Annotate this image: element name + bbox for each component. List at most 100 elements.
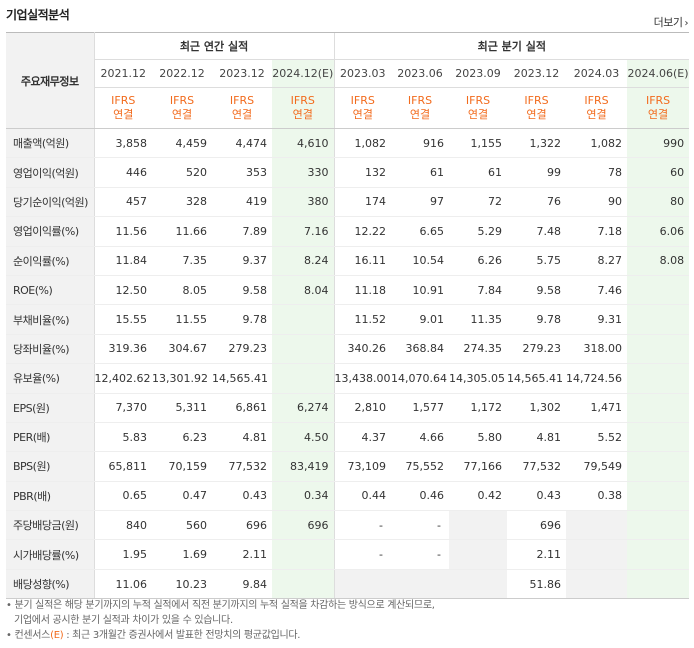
table-cell: 11.52 — [333, 304, 392, 335]
basis-scope: 연결 — [647, 108, 669, 121]
table-cell: 5.75 — [507, 246, 567, 276]
table-cell: 70,159 — [152, 451, 212, 482]
table-cell — [627, 304, 690, 335]
table-row: PBR(배) 0.65 0.47 0.43 0.34 0.44 0.46 0.42 0.43 0.… — [6, 481, 690, 512]
table-cell — [627, 569, 690, 600]
table-row: ROE(%) 12.50 8.05 9.58 8.04 11.18 10.91 7.84 9.5… — [6, 275, 690, 306]
table-cell: 696 — [272, 510, 335, 541]
basis-header: IFRS 연결 — [94, 87, 152, 129]
table-cell: 279.23 — [507, 334, 567, 365]
row-label: 시가배당률(%) — [6, 539, 95, 570]
table-cell: 990 — [627, 128, 690, 159]
footnote-2-e: (E) — [50, 630, 64, 641]
table-cell: 8.08 — [627, 246, 690, 276]
table-cell: 1,082 — [333, 128, 392, 159]
table-cell: 6.26 — [449, 246, 508, 276]
more-link[interactable]: 더보기 › — [654, 14, 689, 30]
table-cell: 11.55 — [152, 304, 212, 335]
table-cell: 0.65 — [94, 481, 152, 512]
row-label: 영업이익(억원) — [6, 157, 95, 188]
table-cell: 7,370 — [94, 392, 152, 423]
table-cell — [449, 569, 508, 600]
table-cell — [627, 334, 690, 365]
table-cell: 9.78 — [212, 304, 272, 335]
table-cell: 6.65 — [391, 216, 450, 247]
table-cell — [333, 569, 392, 600]
table-cell: 4.81 — [212, 422, 272, 453]
table-cell: 1,577 — [391, 392, 450, 423]
table-cell: - — [333, 539, 392, 570]
basis-standard: IFRS — [111, 94, 136, 107]
table-cell: 80 — [627, 187, 690, 218]
basis-header: IFRS 연결 — [391, 87, 450, 129]
basis-header: IFRS 연결 — [449, 87, 508, 129]
table-cell: 14,070.64 — [391, 363, 450, 394]
period-header: 2024.03 — [566, 59, 628, 88]
table-row: 영업이익(억원) 446 520 353 330 132 61 61 99 78 60 — [6, 157, 690, 188]
row-label: PER(배) — [6, 422, 95, 453]
row-label: 당기순이익(억원) — [6, 187, 95, 218]
footnote-2-prefix: 컨센서스 — [14, 630, 51, 641]
table-cell: - — [391, 539, 450, 570]
table-cell: 0.43 — [212, 481, 272, 512]
table-cell: 0.46 — [391, 481, 450, 512]
table-cell: 7.46 — [566, 275, 628, 306]
basis-scope: 연결 — [409, 108, 431, 121]
table-cell: 14,305.05 — [449, 363, 508, 394]
table-row: 시가배당률(%) 1.95 1.69 2.11- -2.11 — [6, 539, 690, 570]
table-cell: 72 — [449, 187, 508, 218]
table-cell: 11.56 — [94, 216, 152, 247]
table-cell: 368.84 — [391, 334, 450, 365]
table-cell: 330 — [272, 157, 335, 188]
table-cell: 5.83 — [94, 422, 152, 453]
table-cell: 7.18 — [566, 216, 628, 247]
table-row: 부채비율(%) 15.55 11.55 9.78 11.52 9.01 11.35 9.78 9… — [6, 304, 690, 335]
table-cell: 1,172 — [449, 392, 508, 423]
basis-header: IFRS 연결 — [507, 87, 567, 129]
table-cell: 5.80 — [449, 422, 508, 453]
table-cell: 12.22 — [333, 216, 392, 247]
basis-standard: IFRS — [465, 94, 491, 107]
row-label: 부채비율(%) — [6, 304, 95, 335]
table-cell: 9.58 — [212, 275, 272, 306]
table-row: PER(배) 5.83 6.23 4.81 4.50 4.37 4.66 5.80 4.81 5.… — [6, 422, 690, 453]
table-row: 주당배당금(원) 840 560 696 696- -696 — [6, 510, 690, 541]
table-cell — [449, 539, 508, 570]
table-cell: 1,302 — [507, 392, 567, 423]
table-row: 배당성향(%) 11.06 10.23 9.84 51.86 — [6, 569, 690, 600]
row-label: 영업이익률(%) — [6, 216, 95, 247]
table-cell: 10.91 — [391, 275, 450, 306]
table-cell: 132 — [333, 157, 392, 188]
table-cell: 65,811 — [94, 451, 152, 482]
table-cell: 10.54 — [391, 246, 450, 276]
row-label: 순이익률(%) — [6, 246, 95, 276]
period-header: 2021.12 — [94, 59, 152, 88]
table-cell: 1.69 — [152, 539, 212, 570]
table-cell: 77,532 — [507, 451, 567, 482]
table-cell: 0.38 — [566, 481, 628, 512]
table-cell: 61 — [391, 157, 450, 188]
table-cell — [566, 539, 628, 570]
table-cell: 79,549 — [566, 451, 628, 482]
basis-scope: 연결 — [292, 108, 313, 121]
row-label: BPS(원) — [6, 451, 95, 482]
table-cell: 78 — [566, 157, 628, 188]
footnote-2-text: : 최근 3개월간 증권사에서 발표한 전망치의 평균값입니다. — [63, 630, 301, 641]
period-header: 2023.12 — [507, 59, 567, 88]
table-cell: 696 — [507, 510, 567, 541]
table-cell: 8.24 — [272, 246, 335, 276]
period-header: 2023.09 — [449, 59, 508, 88]
table-cell: 696 — [212, 510, 272, 541]
table-cell: 0.42 — [449, 481, 508, 512]
basis-standard: IFRS — [407, 94, 433, 107]
table-cell: 8.04 — [272, 275, 335, 306]
table-cell: 419 — [212, 187, 272, 218]
table-cell: 7.16 — [272, 216, 335, 247]
table-cell: 520 — [152, 157, 212, 188]
table-cell — [627, 510, 690, 541]
table-cell: 4.37 — [333, 422, 392, 453]
table-cell: 6,274 — [272, 392, 335, 423]
table-cell: 11.35 — [449, 304, 508, 335]
footnote-1-cont: 기업에서 공시한 분기 실적과 차이가 있을 수 있습니다. — [14, 615, 233, 626]
financial-table: 주요재무정보 최근 연간 실적 최근 분기 실적 2021.12 2022.12 2… — [6, 32, 690, 600]
